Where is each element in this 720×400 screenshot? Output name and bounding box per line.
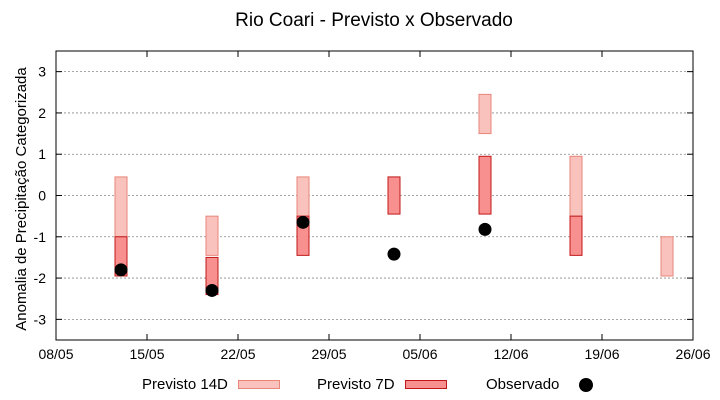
x-tick-label: 08/05 bbox=[38, 346, 73, 362]
series-observado bbox=[114, 215, 492, 297]
legend: Previsto 14D Previsto 7D Observado bbox=[0, 376, 720, 398]
legend-label: Previsto 7D bbox=[317, 376, 395, 393]
bar-previsto-14d bbox=[205, 215, 219, 256]
point-observado bbox=[387, 247, 401, 261]
series-previsto-7d bbox=[114, 155, 583, 296]
bar-previsto-14d bbox=[478, 93, 492, 135]
x-tick-label: 29/05 bbox=[311, 346, 346, 362]
point-observado bbox=[478, 222, 492, 236]
bar-previsto-14d bbox=[569, 155, 583, 217]
y-axis-label: Anomalia de Precipitação Categorizada bbox=[13, 67, 30, 331]
bar-previsto-7d bbox=[387, 176, 401, 215]
axis-ticks: 3 2 1 0 -1 -2 -3 08/05 15/05 22/05 29/05 05/06 12/06… bbox=[34, 51, 711, 362]
y-tick-label: -3 bbox=[34, 311, 47, 327]
grid bbox=[56, 71, 693, 320]
x-tick-label: 12/06 bbox=[493, 346, 528, 362]
x-tick-label: 15/05 bbox=[129, 346, 164, 362]
legend-label: Previsto 14D bbox=[142, 376, 228, 393]
y-tick-label: -1 bbox=[34, 229, 47, 245]
chart: Rio Coari - Previsto x Observado Anomali… bbox=[13, 10, 711, 362]
x-tick-label: 22/05 bbox=[220, 346, 255, 362]
x-tick-label: 26/06 bbox=[675, 346, 710, 362]
legend-swatch-previsto-14d bbox=[237, 380, 280, 389]
y-tick-label: -2 bbox=[34, 270, 47, 286]
y-tick-label: 0 bbox=[38, 188, 46, 204]
legend-item-previsto-14d: Previsto 14D bbox=[142, 376, 280, 393]
legend-item-observado: Observado bbox=[486, 376, 594, 393]
y-tick-label: 1 bbox=[38, 146, 46, 162]
y-tick-label: 3 bbox=[38, 64, 46, 80]
x-tick-label: 19/06 bbox=[584, 346, 619, 362]
point-observado bbox=[296, 215, 310, 229]
bar-previsto-14d bbox=[114, 176, 128, 238]
point-observado bbox=[114, 263, 128, 277]
bar-previsto-7d bbox=[478, 155, 492, 215]
legend-label: Observado bbox=[486, 376, 560, 393]
bar-previsto-14d bbox=[296, 176, 310, 217]
bar-previsto-14d bbox=[660, 236, 674, 277]
chart-title: Rio Coari - Previsto x Observado bbox=[235, 10, 513, 31]
plot-frame bbox=[55, 50, 694, 341]
y-tick-label: 2 bbox=[38, 105, 46, 121]
point-observado bbox=[205, 283, 219, 297]
x-tick-label: 05/06 bbox=[402, 346, 437, 362]
legend-item-previsto-7d: Previsto 7D bbox=[317, 376, 447, 393]
bar-previsto-7d bbox=[569, 215, 583, 256]
legend-swatch-previsto-7d bbox=[404, 380, 447, 389]
legend-marker-observado bbox=[579, 377, 594, 392]
